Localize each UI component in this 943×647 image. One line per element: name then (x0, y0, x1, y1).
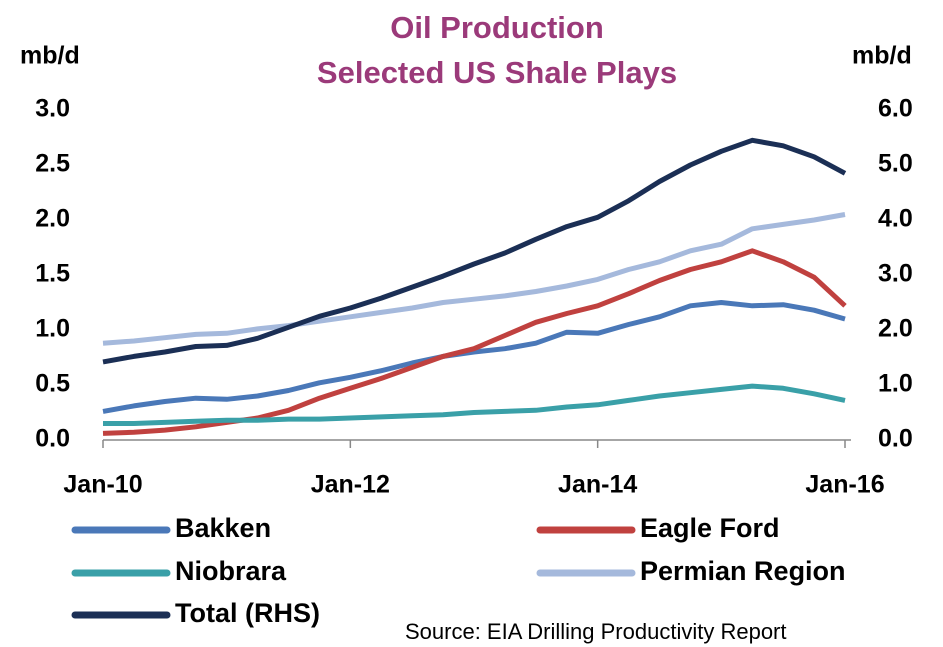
chart-subtitle: Selected US Shale Plays (317, 55, 677, 90)
y2-tick-label: 0.0 (878, 425, 913, 453)
y2-tick-label: 3.0 (878, 260, 913, 288)
chart-title: Oil Production (390, 10, 604, 45)
y2-axis-label: mb/d (852, 42, 912, 70)
y2-tick-label: 2.0 (878, 315, 913, 343)
x-tick-label: Jan-14 (558, 471, 637, 499)
y-tick-label: 2.0 (35, 205, 70, 233)
legend-label: Permian Region (640, 556, 846, 586)
y2-tick-label: 1.0 (878, 370, 913, 398)
y2-tick-label: 6.0 (878, 95, 913, 123)
x-tick-label: Jan-16 (805, 471, 884, 499)
legend-label: Eagle Ford (640, 513, 780, 543)
series-line (102, 212, 846, 346)
series-line (102, 137, 847, 365)
legend-label: Total (RHS) (175, 598, 320, 628)
y-tick-label: 1.0 (35, 315, 70, 343)
x-tick-label: Jan-12 (311, 471, 390, 499)
y-axis-label: mb/d (20, 42, 80, 70)
series-line (103, 383, 846, 426)
y-tick-label: 1.5 (35, 260, 70, 288)
x-tick-label: Jan-10 (63, 471, 142, 499)
y-tick-label: 0.5 (35, 370, 70, 398)
legend-label: Bakken (175, 513, 271, 543)
series-line (102, 248, 847, 436)
y-tick-label: 0.0 (35, 425, 70, 453)
y2-tick-label: 5.0 (878, 150, 913, 178)
y-tick-label: 3.0 (35, 95, 70, 123)
series-line (102, 300, 846, 414)
y2-tick-label: 4.0 (878, 205, 913, 233)
legend-label: Niobrara (175, 556, 287, 586)
y-tick-label: 2.5 (35, 150, 70, 178)
source-note: Source: EIA Drilling Productivity Report (405, 619, 787, 644)
